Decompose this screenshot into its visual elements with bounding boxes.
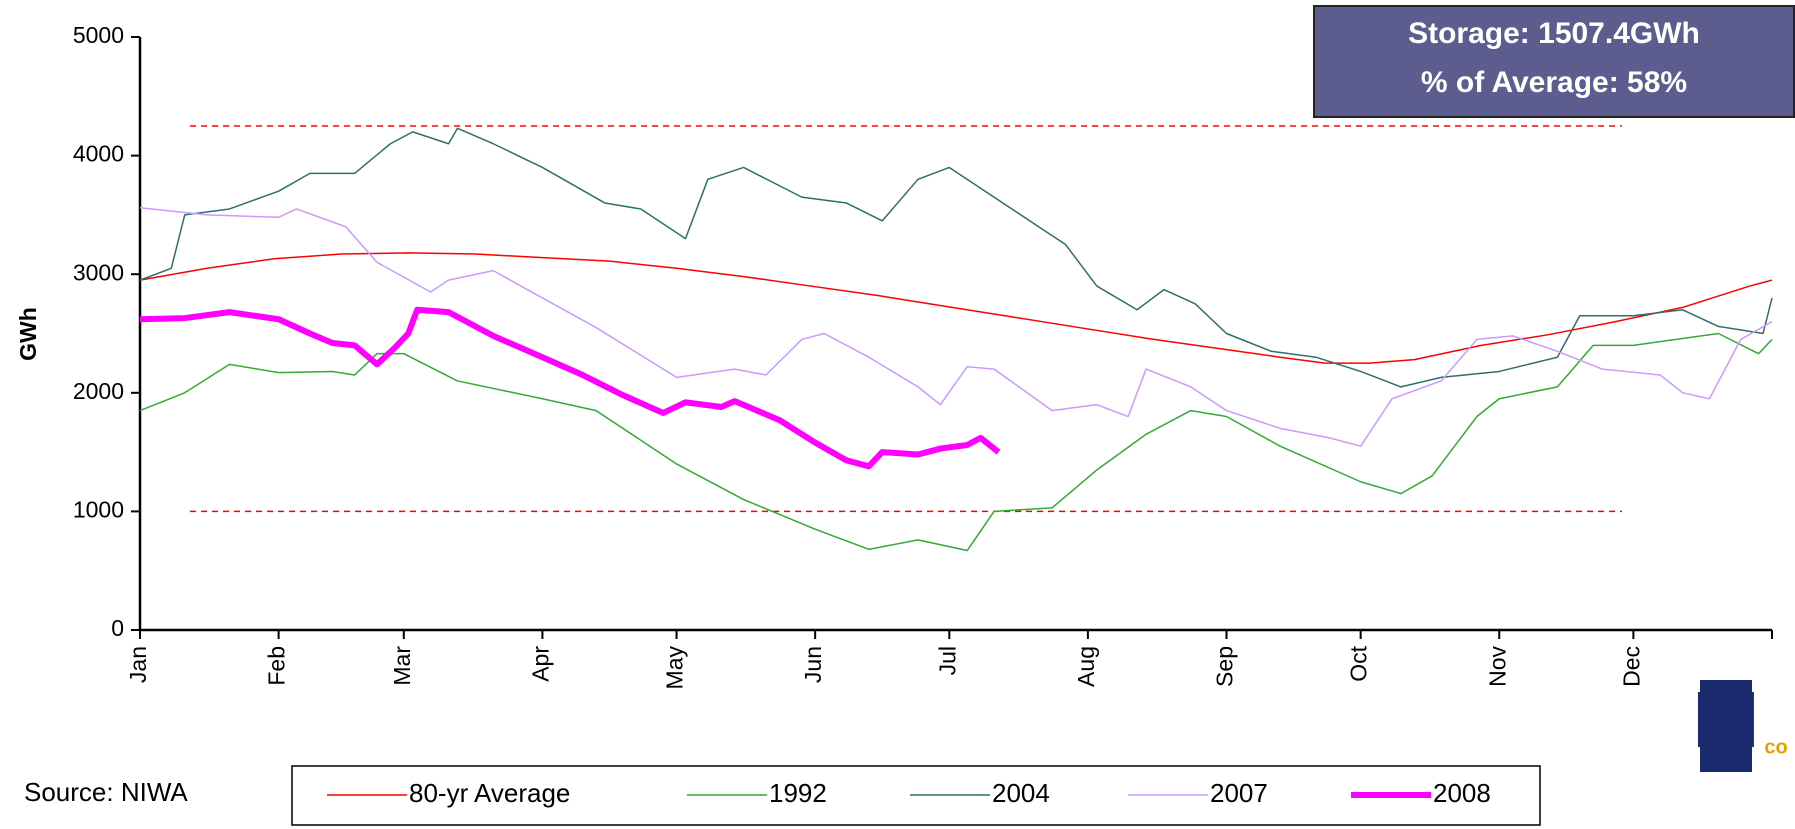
annotation: Storage: 1507.4GWh <box>1408 17 1700 50</box>
line <box>139 332 1773 552</box>
y-tick-label: 2000 <box>73 378 124 404</box>
line <box>139 127 1773 388</box>
y-tick-label: 5000 <box>73 22 124 48</box>
x-tick-label: Oct <box>1346 645 1372 681</box>
logo <box>1700 680 1752 772</box>
x-tick-label: Feb <box>264 646 290 686</box>
x-tick-label: Mar <box>389 646 415 686</box>
legend-label: 80-yr Average <box>409 778 570 808</box>
legend-label: 2008 <box>1433 778 1491 808</box>
annotation: % of Average: 58% <box>1421 66 1687 99</box>
annotation-box <box>1313 5 1795 118</box>
source: Source: NIWA <box>24 777 188 807</box>
logo-text: co <box>1764 736 1787 758</box>
x-tick-label: Jul <box>934 646 960 675</box>
legend-label: 2007 <box>1210 778 1268 808</box>
x-tick-label: Nov <box>1484 646 1510 687</box>
line <box>139 252 1773 364</box>
x-tick-label: Jun <box>800 646 826 683</box>
legend-label: 2004 <box>992 778 1050 808</box>
y-tick-label: 0 <box>111 615 124 641</box>
line <box>139 207 1773 447</box>
line <box>139 306 1001 470</box>
x-tick-label: Dec <box>1618 646 1644 687</box>
y-tick-label: 1000 <box>73 496 124 522</box>
legend-label: 1992 <box>769 778 827 808</box>
x-tick-label: May <box>662 646 688 690</box>
x-tick-label: Aug <box>1073 646 1099 687</box>
y-axis-label: GWh <box>15 307 41 361</box>
y-tick-label: 3000 <box>73 259 124 285</box>
x-tick-label: Sep <box>1212 646 1238 687</box>
x-tick-label: Jan <box>125 646 151 683</box>
logo-text: M <box>1693 675 1760 764</box>
x-tick-label: Apr <box>527 646 553 682</box>
y-tick-label: 4000 <box>73 141 124 167</box>
